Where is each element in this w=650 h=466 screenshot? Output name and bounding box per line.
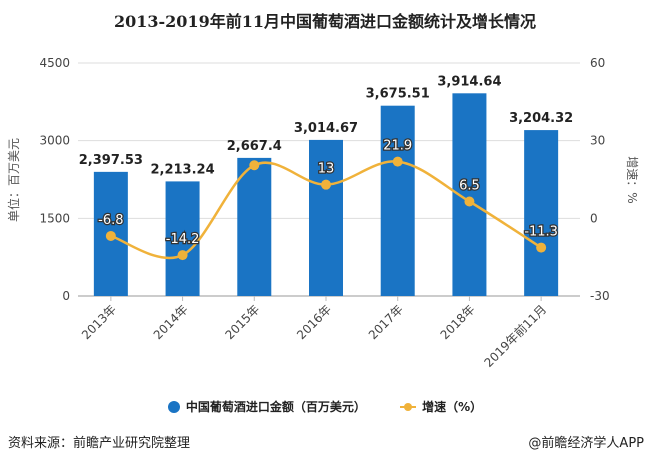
growth-value-label: 21.9 (383, 139, 412, 154)
legend-bar-label: 中国葡萄酒进口金额（百万美元） (185, 400, 366, 414)
bar-value-label: 2,397.53 (79, 153, 143, 168)
bar-value-label: 2,667.4 (227, 139, 282, 154)
bar-value-label: 3,914.64 (437, 74, 501, 89)
growth-value-label: 13 (318, 162, 335, 177)
x-tick-label: 2014年 (151, 302, 191, 342)
y-tick-label: 4500 (39, 56, 70, 70)
y-tick-label: 3000 (39, 134, 70, 148)
growth-value-label: -6.8 (98, 213, 123, 228)
bar-value-label: 3,014.67 (294, 121, 358, 136)
y2-tick-label: 60 (590, 56, 605, 70)
y-tick-label: 0 (62, 289, 70, 303)
source-note: 资料来源：前瞻产业研究院整理 (8, 436, 191, 451)
growth-point (392, 156, 403, 167)
legend-line-marker (400, 402, 417, 411)
growth-value-label: 6.5 (459, 179, 480, 194)
growth-point (177, 250, 188, 261)
bar-value-label: 3,204.32 (509, 111, 573, 126)
bar (165, 181, 200, 296)
growth-point (464, 196, 475, 207)
growth-point (105, 230, 116, 241)
y2-tick-label: 30 (590, 134, 605, 148)
growth-value-label: -14.2 (166, 232, 200, 247)
growth-value-label: -11.3 (524, 225, 558, 240)
x-tick-label: 2015年 (222, 302, 262, 342)
x-tick-label: 2013年 (79, 302, 119, 342)
legend-line-label: 增速（%） (422, 400, 483, 414)
y2-tick-label: -30 (590, 289, 610, 303)
chart-title: 2013-2019年前11月中国葡萄酒进口金额统计及增长情况 (114, 12, 536, 31)
legend-bar-marker (167, 400, 180, 413)
y2-axis-label: 增速：% (625, 156, 639, 203)
growth-point (249, 160, 260, 171)
growth-point (321, 179, 331, 190)
x-tick-label: 2016年 (294, 302, 334, 342)
bar (380, 105, 415, 296)
x-tick-label: 2018年 (438, 302, 478, 342)
growth-point (536, 242, 547, 253)
bar-value-label: 2,213.24 (150, 162, 214, 177)
bar (524, 130, 559, 296)
bar (309, 139, 343, 296)
brand-note: @前瞻经济学人APP (528, 436, 644, 451)
legend: 中国葡萄酒进口金额（百万美元） 增速（%） (0, 398, 650, 415)
y2-tick-label: 0 (590, 211, 598, 225)
x-tick-label: 2017年 (366, 302, 406, 342)
bar (237, 157, 272, 296)
y-axis-label: 单位：百万美元 (6, 138, 21, 222)
y-tick-label: 1500 (39, 211, 70, 225)
plot-area: 0 1500 3000 4500 -30 0 30 60 单位：百万美元 增速：% 2,397.53… (6, 56, 639, 370)
x-tick-label: 2019年前11月 (481, 302, 549, 370)
bar-value-label: 3,675.51 (366, 87, 430, 102)
